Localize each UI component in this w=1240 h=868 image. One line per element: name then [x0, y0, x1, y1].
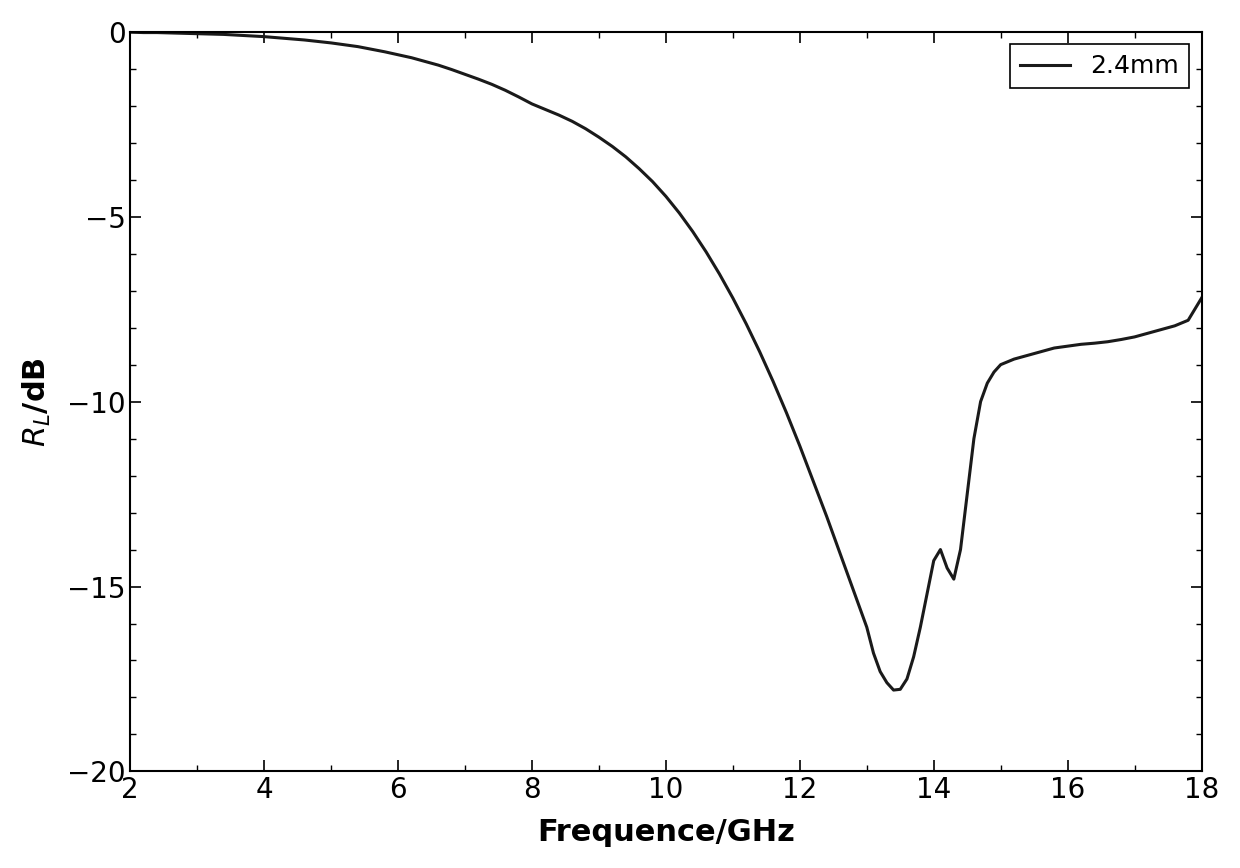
2.4mm	[430, 60, 445, 70]
2.4mm	[887, 685, 901, 695]
2.4mm	[123, 27, 138, 37]
Legend: 2.4mm: 2.4mm	[1011, 44, 1189, 89]
Line: 2.4mm: 2.4mm	[130, 32, 1202, 690]
2.4mm	[270, 32, 285, 43]
2.4mm	[1180, 315, 1195, 326]
2.4mm	[1021, 350, 1035, 360]
2.4mm	[1194, 293, 1209, 303]
Y-axis label: $R_L$/dB: $R_L$/dB	[21, 357, 53, 446]
X-axis label: Frequence/GHz: Frequence/GHz	[537, 819, 795, 847]
2.4mm	[404, 52, 419, 62]
2.4mm	[1167, 320, 1182, 331]
